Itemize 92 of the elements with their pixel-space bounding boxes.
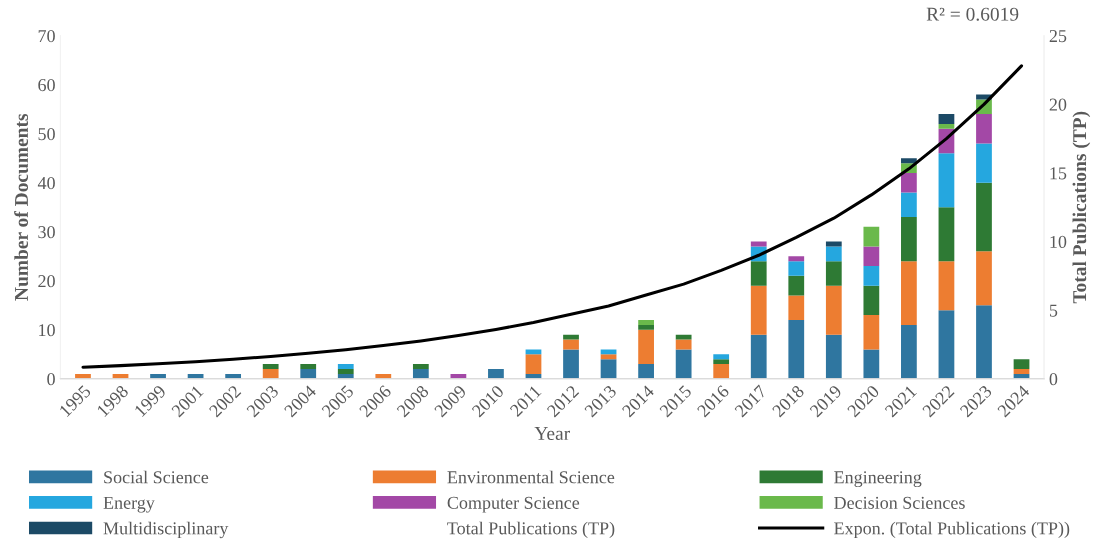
bar xyxy=(337,364,354,370)
y-tick-label: 10 xyxy=(39,324,55,337)
bar xyxy=(863,315,880,350)
y2-tick-label: 0 xyxy=(1049,373,1058,386)
bar xyxy=(600,359,617,379)
y2-tick-label: 10 xyxy=(1050,235,1067,248)
bar xyxy=(412,369,429,379)
legend-label: Expon. (Total Publications (TP)) xyxy=(834,521,1070,539)
bar xyxy=(788,295,805,320)
y2-tick-label: 25 xyxy=(1049,29,1067,43)
y-tick-label: 50 xyxy=(38,127,55,141)
y2-tick-label: 15 xyxy=(1050,167,1067,180)
bar xyxy=(750,334,767,379)
legend-label: Social Science xyxy=(104,470,209,484)
legend-label: Energy xyxy=(103,496,155,513)
line-series xyxy=(81,64,1024,369)
legend-label: Engineering xyxy=(834,471,922,488)
bar xyxy=(825,261,842,286)
bar xyxy=(300,369,317,379)
bar xyxy=(713,364,730,379)
y-axis-title: Number of Documents xyxy=(14,113,29,301)
bar xyxy=(825,246,842,262)
bar xyxy=(976,182,992,252)
bar xyxy=(863,285,880,316)
bar xyxy=(938,310,955,379)
bar xyxy=(788,256,805,262)
y-tick-label: 60 xyxy=(38,78,55,92)
bar xyxy=(901,158,917,164)
bar xyxy=(638,324,654,330)
bar xyxy=(901,172,917,193)
bar xyxy=(488,369,504,379)
bar xyxy=(901,261,917,325)
bar xyxy=(938,114,955,124)
bar xyxy=(938,123,955,129)
bar xyxy=(337,369,354,374)
bar xyxy=(300,364,317,370)
bar xyxy=(713,354,730,360)
bar xyxy=(563,339,579,350)
text: Total Publications (TP) xyxy=(447,521,615,539)
bar xyxy=(563,349,579,379)
text: R² = 0.6019 xyxy=(926,7,1019,21)
bar xyxy=(863,266,880,286)
bar xyxy=(675,334,692,340)
bar xyxy=(901,217,917,262)
y2-axis-title: Total Publications (TP) xyxy=(1072,111,1091,304)
legend-label: Environmental Science xyxy=(447,470,615,484)
legend-label: Computer Science xyxy=(447,496,580,513)
bar xyxy=(788,261,805,276)
y2-tick-label: 20 xyxy=(1049,98,1067,111)
bar xyxy=(938,261,955,311)
bar xyxy=(262,369,279,379)
bar xyxy=(1013,369,1030,374)
bar xyxy=(863,226,880,247)
bar xyxy=(525,354,542,374)
bar xyxy=(976,305,992,379)
bar xyxy=(1013,359,1030,370)
bar xyxy=(525,349,542,355)
bar xyxy=(600,349,617,355)
bar xyxy=(750,261,767,286)
bar xyxy=(863,246,880,267)
y-tick-label: 0 xyxy=(47,373,55,386)
bar xyxy=(901,324,917,379)
bar xyxy=(788,275,805,296)
bar xyxy=(938,153,955,208)
bar xyxy=(750,285,767,335)
bar xyxy=(638,364,654,379)
bar xyxy=(825,285,842,335)
bar xyxy=(675,349,692,379)
bar xyxy=(638,329,654,365)
bar xyxy=(976,251,992,306)
y2-tick-label: 5 xyxy=(1049,304,1058,317)
bar xyxy=(563,334,579,340)
legend-label: Multidisciplinary xyxy=(103,521,229,539)
y-tick-label: 30 xyxy=(38,226,55,239)
bar xyxy=(901,192,917,218)
bar xyxy=(713,359,730,365)
legend-label: Decision Sciences xyxy=(834,496,965,509)
bar xyxy=(638,319,654,325)
bar xyxy=(600,354,617,360)
y-tick-label: 40 xyxy=(37,177,55,190)
bar xyxy=(788,319,805,379)
bar xyxy=(863,349,880,379)
bar xyxy=(412,364,429,370)
bar xyxy=(675,339,692,350)
bar xyxy=(262,364,279,370)
bar xyxy=(976,114,992,144)
bar xyxy=(938,207,955,262)
y-tick-label: 70 xyxy=(38,29,55,43)
x-axis-title: Year xyxy=(534,427,570,441)
bar xyxy=(976,143,992,183)
bar xyxy=(825,334,842,379)
y-tick-label: 20 xyxy=(38,275,55,288)
